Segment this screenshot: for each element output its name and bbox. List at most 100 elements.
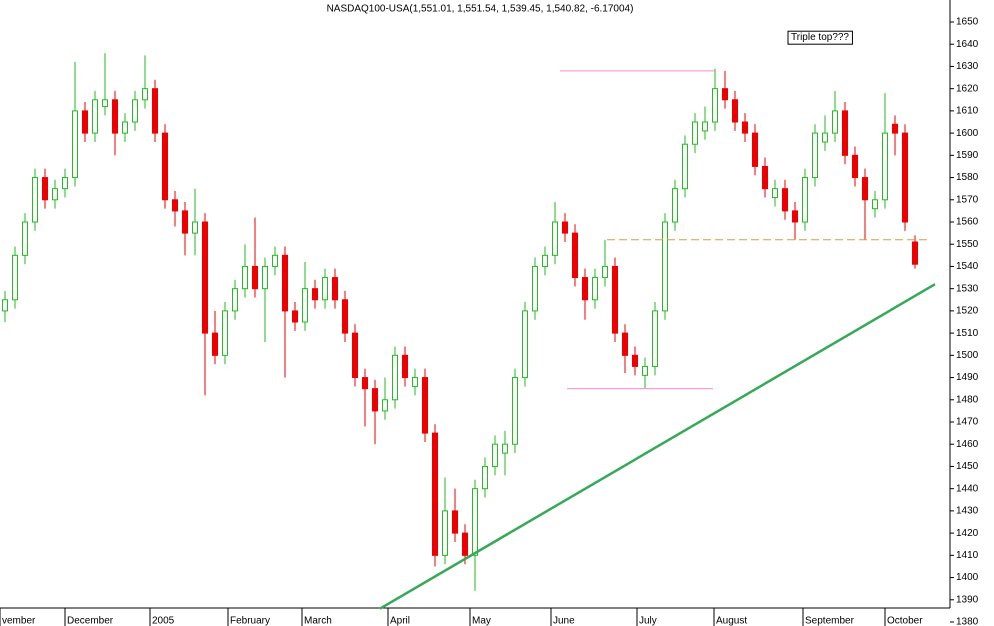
candle-body [42,177,48,201]
candle-body [882,132,888,201]
candle-body [22,221,28,256]
candle-body [572,232,578,279]
y-tick-label: 1580 [956,172,979,183]
candle-body [252,265,258,290]
candle-body [482,465,488,490]
x-tick-label: June [553,616,575,626]
candle-body [872,199,878,210]
x-tick-label: February [230,616,270,626]
candle-body [492,443,498,467]
candle-body [192,221,198,234]
candle-body [102,99,108,107]
candle-body [532,265,538,312]
annotation: Triple top??? [791,32,849,43]
candle-body [742,121,748,134]
candle-body [142,88,148,101]
y-tick-label: 1600 [956,128,979,139]
candle-body [62,177,68,190]
candle-body [152,88,158,134]
candle-body [772,188,778,199]
y-tick-label: 1640 [956,39,979,50]
candle-body [282,254,288,312]
annotation-box [787,30,853,45]
y-tick-label: 1570 [956,194,979,205]
candle-body [262,265,268,290]
candle-body [12,254,18,301]
candle-body [802,177,808,223]
candle-body [292,310,298,323]
candle-body [362,377,368,390]
candle-body [862,177,868,201]
y-tick-label: 1500 [956,350,979,361]
candle-body [662,221,668,312]
candle-body [832,110,838,134]
x-tick-label: August [716,616,747,626]
y-tick-label: 1550 [956,239,979,250]
x-tick-label: March [304,616,332,626]
candle-body [342,299,348,334]
y-tick-label: 1410 [956,550,979,561]
candle-body [92,99,98,134]
x-tick-label: April [390,616,410,626]
candle-body [562,221,568,234]
y-tick-label: 1480 [956,394,979,405]
candle-body [312,288,318,301]
y-tick-label: 1420 [956,528,979,539]
candle-body [632,354,638,367]
candle-body [782,188,788,212]
candle-body [122,121,128,134]
candle-body [32,177,38,223]
y-tick-label: 1520 [956,306,979,317]
x-tick-label: vember [2,616,36,626]
candle-body [522,310,528,379]
candle-body [422,377,428,434]
candle-body [702,121,708,132]
candle-body [352,332,358,379]
candle-body [582,277,588,301]
chart-title: NASDAQ100-USA(1,551.01, 1,551.54, 1,539.… [327,4,634,15]
x-tick-label: December [67,616,114,626]
candle-body [672,188,678,223]
candle-body [602,265,608,279]
candle-body [852,154,858,179]
candle-body [762,165,768,190]
candle-body [272,254,278,267]
candle-body [372,388,378,412]
y-tick-label: 1530 [956,283,979,294]
candle-body [202,221,208,334]
candle-body [752,132,758,167]
candle-body [332,277,338,301]
candle-body [52,188,58,201]
candle-body [412,377,418,387]
candle-body [822,132,828,143]
y-tick-label: 1440 [956,483,979,494]
y-tick-label: 1430 [956,506,979,517]
candle-body [622,332,628,356]
y-tick-label: 1630 [956,61,979,72]
x-tick-label: 2005 [152,616,175,626]
candle-body [502,443,508,454]
candle-body [912,241,918,265]
candle-body [792,210,798,223]
x-tick-label: September [805,616,855,626]
candle-body [112,99,118,134]
candle-body [712,88,718,123]
candle-body [162,132,168,201]
trend-line [379,283,936,610]
y-tick-label: 1540 [956,261,979,272]
candle-body [902,132,908,223]
candle-body [452,510,458,534]
y-tick-label: 1390 [956,594,979,605]
candle-body [682,143,688,190]
candle-body [652,310,658,367]
y-tick-label: 1460 [956,439,979,450]
candle-body [402,354,408,379]
candle-body [512,377,518,445]
y-tick-label: 1560 [956,217,979,228]
candle-body [432,432,438,556]
candle-body [722,88,728,101]
candle-body [72,110,78,179]
